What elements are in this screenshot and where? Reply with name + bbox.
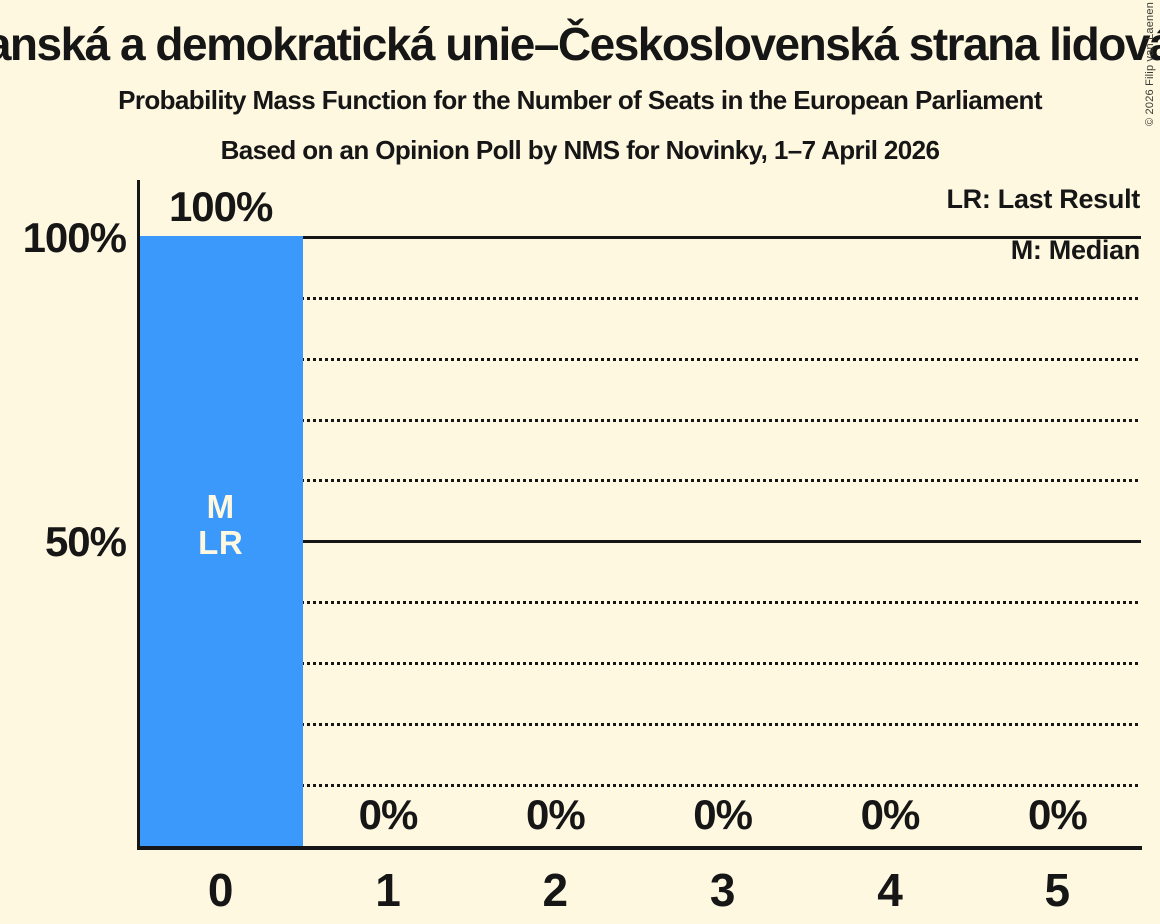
x-tick-label-4: 4: [877, 864, 903, 916]
gridline-dotted-40: [139, 601, 1141, 605]
x-tick-label-0: 0: [207, 864, 234, 916]
bar-value-label-4: 0%: [860, 791, 921, 838]
x-tick-label-2: 2: [542, 864, 569, 916]
y-tick-label-50: 50%: [44, 517, 127, 565]
legend-median: M: Median: [1010, 235, 1141, 265]
chart-title: Křesťanská a demokratická unie–Českoslov…: [0, 18, 1160, 70]
gridline-dotted-90: [139, 296, 1141, 300]
gridline-dotted-80: [139, 357, 1141, 361]
bar-value-label-1: 0%: [358, 791, 419, 838]
bar-value-label-2: 0%: [525, 791, 586, 838]
bar-value-label-5: 0%: [1027, 791, 1088, 838]
x-axis-line: [136, 846, 1142, 850]
bar-value-label-3: 0%: [693, 791, 753, 838]
x-tick-label-5: 5: [1044, 864, 1071, 916]
gridline-solid-50: [139, 540, 1141, 544]
gridline-solid-100: [139, 236, 1141, 239]
gridline-dotted-70: [139, 418, 1141, 422]
median-last-result-annotation: M LR: [198, 488, 244, 561]
chart-source-line: Based on an Opinion Poll by NMS for Novi…: [220, 135, 940, 165]
x-tick-label-1: 1: [375, 864, 401, 916]
bar-value-label-0: 100%: [168, 182, 273, 230]
gridline-dotted-30: [139, 661, 1141, 665]
x-tick-label-3: 3: [709, 864, 736, 916]
legend-last-result: LR: Last Result: [946, 184, 1140, 214]
gridline-dotted-20: [139, 722, 1141, 726]
gridline-dotted-10: [139, 783, 1141, 787]
bar-seats-0: [138, 236, 303, 846]
copyright-notice: © 2026 Filip van Laenen: [1144, 1, 1156, 126]
y-axis-line: [136, 180, 140, 850]
chart-subtitle: Probability Mass Function for the Number…: [118, 85, 1042, 115]
y-tick-label-100: 100%: [22, 213, 127, 261]
gridline-dotted-60: [139, 479, 1141, 483]
